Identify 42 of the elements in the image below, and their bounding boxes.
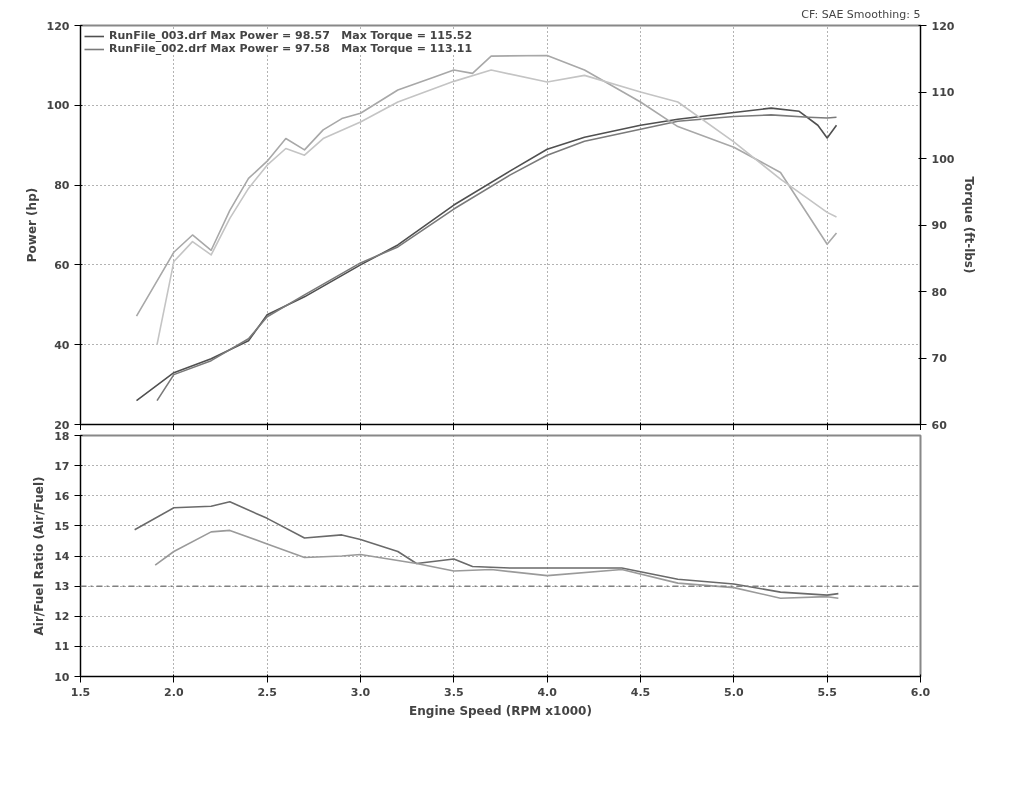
x-tick-label: 1.5: [70, 685, 91, 699]
legend-label: RunFile_002.drf Max Power = 97.58 Max Torque = 113.11: [109, 42, 473, 55]
x-axis-title: Engine Speed (RPM x1000): [409, 703, 592, 718]
y-tick-label: 40: [54, 338, 70, 352]
y-tick-label: 11: [54, 640, 70, 654]
y2-axis-title: Torque (ft-lbs): [962, 176, 977, 274]
x-tick-label: 4.0: [537, 685, 558, 699]
line-series: [135, 54, 838, 317]
y-tick-label: 14: [54, 550, 70, 563]
y-tick-label: 100: [46, 99, 70, 113]
y-tick-label: 10: [54, 670, 70, 684]
y2-tick-label: 70: [931, 352, 948, 365]
y2-tick-label: 120: [931, 19, 955, 33]
x-tick-label: 5.0: [724, 685, 744, 699]
y-tick-label: 15: [54, 519, 70, 533]
y2-tick-label: 60: [931, 418, 948, 432]
y2-tick-label: 80: [931, 285, 948, 299]
line-series: [154, 529, 840, 599]
x-tick-label: 6.0: [910, 685, 931, 699]
y-tick-label: 16: [54, 489, 70, 503]
x-tick-label: 3.5: [444, 685, 464, 699]
y-tick-label: 17: [54, 459, 70, 473]
x-tick-label: 4.5: [630, 685, 651, 699]
x-tick-label: 2.5: [257, 685, 277, 699]
y-tick-label: 120: [46, 19, 70, 33]
x-tick-label: 3.0: [350, 685, 371, 699]
y-tick-label: 12: [54, 610, 70, 624]
y-tick-label: 13: [54, 580, 70, 594]
y-tick-label: 60: [54, 258, 70, 272]
x-tick-label: 5.5: [817, 685, 837, 699]
line-series: [156, 69, 838, 346]
x-tick-label: 2.0: [164, 685, 184, 699]
legend-label: RunFile_003.drf Max Power = 98.57 Max Torque = 115.52: [109, 29, 473, 42]
y-tick-label: 80: [54, 179, 70, 193]
y2-tick-label: 100: [931, 152, 955, 166]
y-axis-title: Power (hp): [24, 187, 39, 263]
y-axis-title: Air/Fuel Ratio (Air/Fuel): [32, 476, 47, 636]
text: CF: SAE Smoothing: 5: [801, 7, 921, 21]
y-tick-label: 20: [54, 418, 70, 432]
y2-tick-label: 90: [931, 219, 948, 232]
y-tick-label: 18: [54, 429, 70, 443]
y2-tick-label: 110: [931, 86, 955, 99]
